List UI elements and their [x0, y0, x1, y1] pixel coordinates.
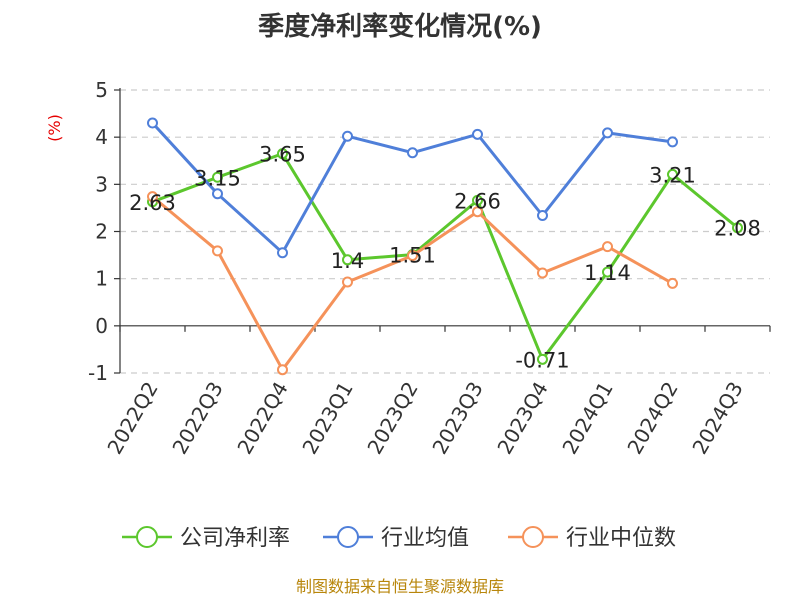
data-point	[212, 171, 223, 183]
data-label: 2.66	[454, 189, 501, 213]
x-tick-label: 2022Q2	[102, 378, 162, 459]
x-tick-label: 2022Q3	[167, 378, 227, 459]
legend-label: 行业中位数	[566, 526, 676, 551]
y-tick-label: 2	[95, 220, 108, 244]
data-label: 3.65	[259, 143, 306, 167]
data-point	[147, 117, 158, 129]
data-point	[342, 130, 353, 142]
data-label: 2.08	[714, 217, 761, 241]
legend-marker	[337, 526, 359, 548]
y-tick-label: 3	[95, 172, 108, 196]
x-tick-label: 2024Q3	[687, 378, 747, 459]
y-unit-label: (%)	[45, 114, 64, 142]
data-label: 1.51	[389, 244, 436, 268]
series-group	[147, 117, 743, 376]
data-point	[277, 364, 288, 376]
data-point	[472, 128, 483, 140]
data-point	[602, 266, 613, 278]
legend-label: 行业均值	[381, 526, 469, 551]
data-point	[147, 191, 158, 203]
x-tick-label: 2023Q2	[362, 378, 422, 459]
data-point	[212, 245, 223, 257]
data-label: -0.71	[515, 348, 569, 372]
legend-marker	[136, 526, 158, 548]
chart-title: 季度净利率变化情况(%)	[258, 11, 542, 42]
data-point	[472, 206, 483, 218]
data-point	[212, 188, 223, 200]
data-point	[277, 148, 288, 160]
data-point	[732, 222, 743, 234]
y-tick-label: 0	[95, 314, 108, 338]
data-point	[472, 194, 483, 206]
axes	[114, 88, 771, 374]
data-point	[667, 136, 678, 148]
series-line	[151, 152, 739, 361]
data-point	[277, 247, 288, 259]
data-point	[667, 277, 678, 289]
data-label: 3.15	[194, 166, 241, 190]
data-labels: 2.63 3.15 3.65 1.4 1.51 2.66 -0.71 1.14 3.21 2.08	[129, 143, 761, 373]
x-tick-label: 2023Q3	[427, 378, 487, 459]
y-tick-label: -1	[88, 361, 108, 385]
data-point	[342, 254, 353, 266]
legend-label: 公司净利率	[180, 526, 290, 551]
y-tick-label: 5	[95, 78, 108, 102]
y-tick-labels: -1 0 1 2 3 4 5	[88, 78, 108, 385]
legend-marker	[522, 526, 544, 548]
data-point	[342, 276, 353, 288]
data-point	[407, 250, 418, 262]
x-tick-label: 2023Q4	[492, 378, 552, 459]
data-point	[667, 168, 678, 180]
data-label: 1.4	[331, 249, 364, 273]
data-point	[407, 147, 418, 159]
data-point	[537, 209, 548, 221]
x-tick-label: 2024Q1	[557, 378, 617, 459]
data-point	[602, 241, 613, 253]
x-tick-labels: 2022Q2 2022Q3 2022Q4 2023Q1 2023Q2 2023Q3 2023…	[102, 378, 747, 459]
x-tick-label: 2022Q4	[232, 378, 292, 459]
data-label: 1.14	[584, 261, 631, 285]
legend: 公司净利率 行业均值 行业中位数	[122, 526, 676, 551]
data-point	[537, 353, 548, 365]
y-tick-label: 4	[95, 125, 108, 149]
data-label: 3.21	[649, 163, 696, 187]
x-tick-label: 2023Q1	[297, 378, 357, 459]
y-tick-label: 1	[95, 267, 108, 291]
data-label: 2.63	[129, 191, 176, 215]
data-point	[602, 127, 613, 139]
x-tick-label: 2024Q2	[622, 378, 682, 459]
source-note: 制图数据来自恒生聚源数据库	[296, 577, 504, 596]
data-point	[537, 267, 548, 279]
